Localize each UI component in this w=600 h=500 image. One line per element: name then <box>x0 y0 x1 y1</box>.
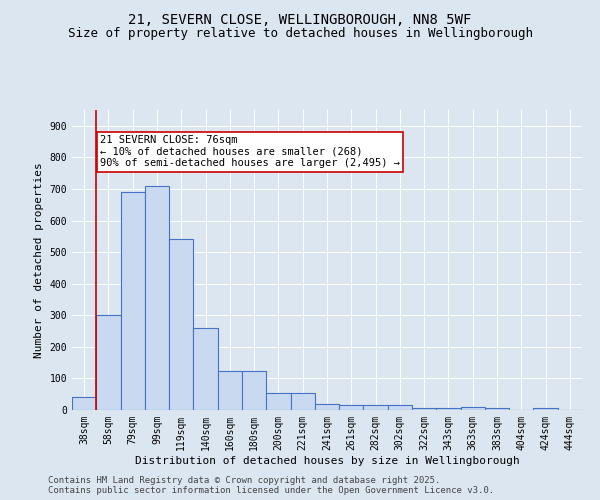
Bar <box>339 406 364 410</box>
Bar <box>193 328 218 410</box>
Bar <box>145 186 169 410</box>
X-axis label: Distribution of detached houses by size in Wellingborough: Distribution of detached houses by size … <box>134 456 520 466</box>
Bar <box>72 398 96 410</box>
Text: Size of property relative to detached houses in Wellingborough: Size of property relative to detached ho… <box>67 28 533 40</box>
Bar <box>485 408 509 410</box>
Bar <box>96 316 121 410</box>
Bar <box>533 408 558 410</box>
Bar <box>266 392 290 410</box>
Bar <box>315 404 339 410</box>
Bar <box>388 406 412 410</box>
Bar <box>412 408 436 410</box>
Bar <box>290 392 315 410</box>
Text: 21, SEVERN CLOSE, WELLINGBOROUGH, NN8 5WF: 21, SEVERN CLOSE, WELLINGBOROUGH, NN8 5W… <box>128 12 472 26</box>
Bar <box>436 408 461 410</box>
Bar <box>242 370 266 410</box>
Bar <box>121 192 145 410</box>
Y-axis label: Number of detached properties: Number of detached properties <box>34 162 44 358</box>
Text: 21 SEVERN CLOSE: 76sqm
← 10% of detached houses are smaller (268)
90% of semi-de: 21 SEVERN CLOSE: 76sqm ← 10% of detached… <box>100 136 400 168</box>
Text: Contains HM Land Registry data © Crown copyright and database right 2025.
Contai: Contains HM Land Registry data © Crown c… <box>48 476 494 495</box>
Bar <box>169 240 193 410</box>
Bar <box>364 406 388 410</box>
Bar <box>218 370 242 410</box>
Bar <box>461 407 485 410</box>
